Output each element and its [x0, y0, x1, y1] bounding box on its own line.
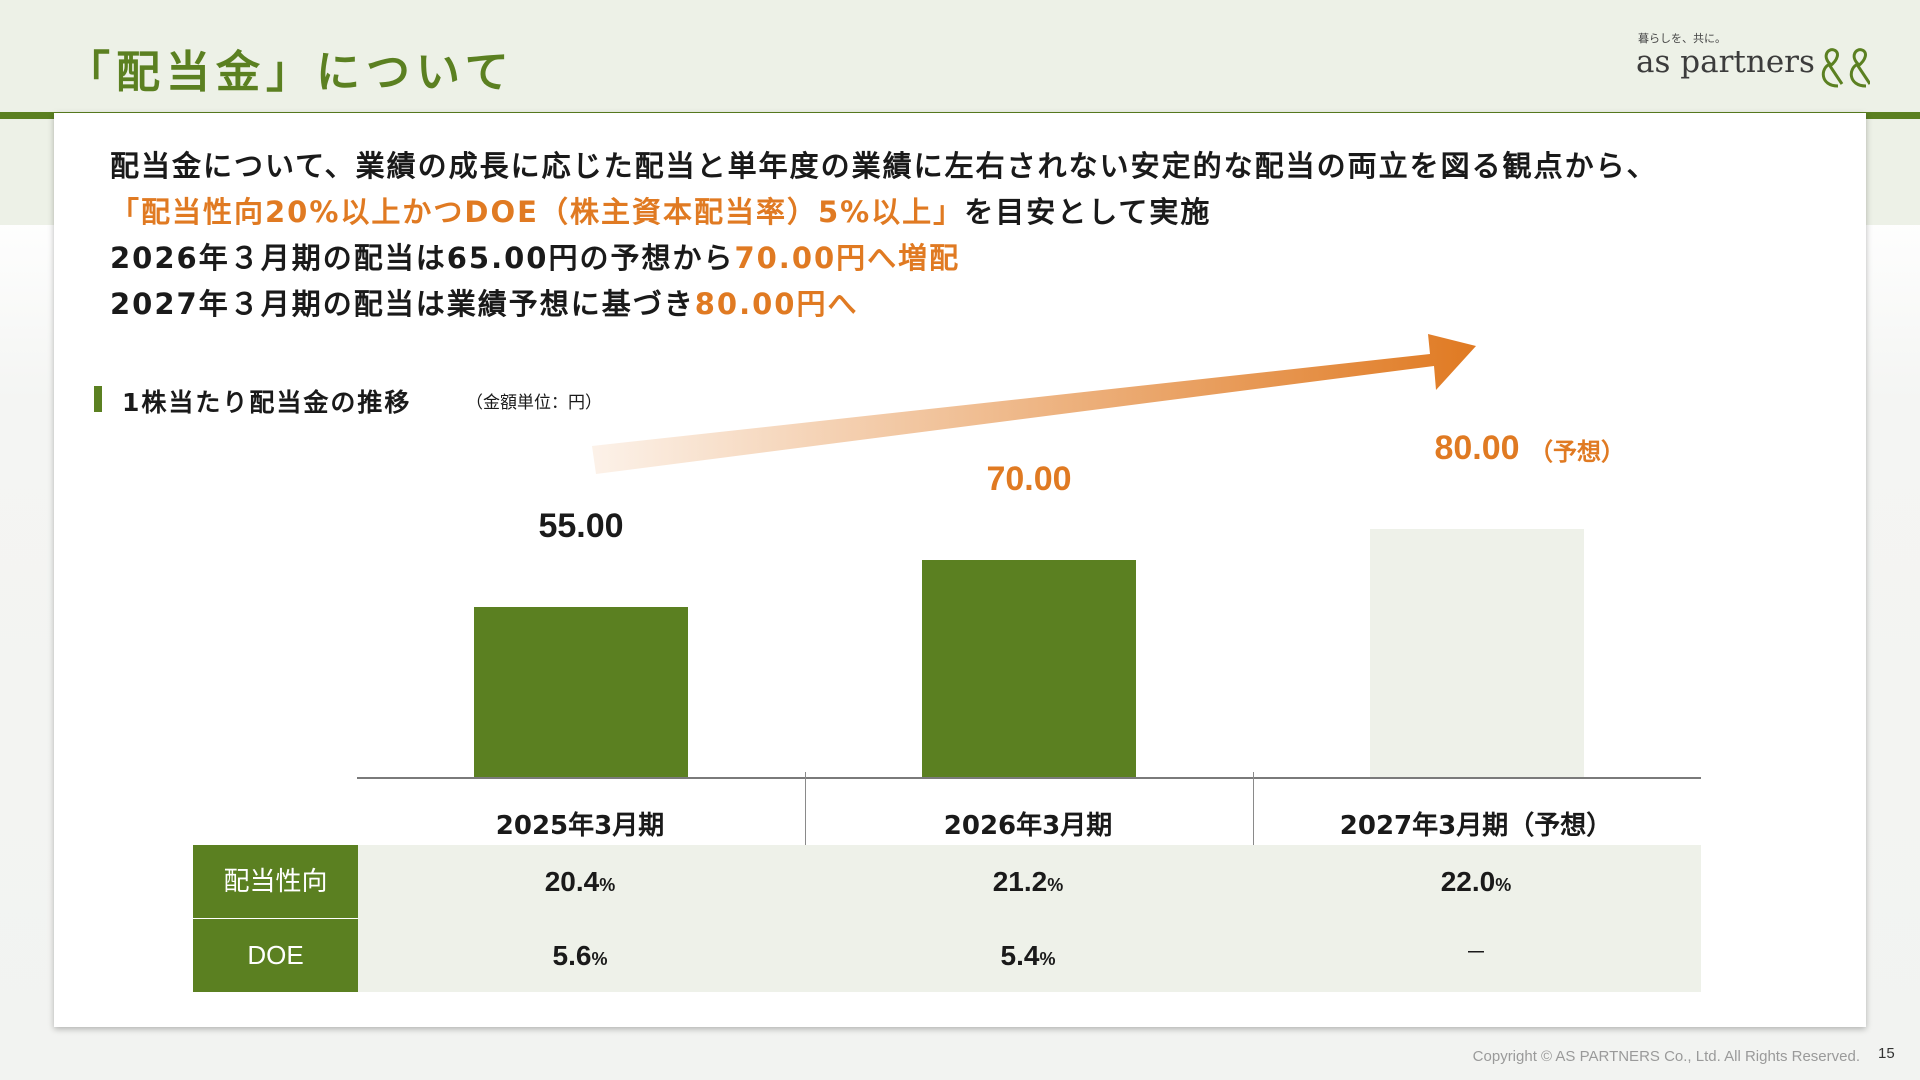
double-ampersand-logo-icon: [1821, 48, 1870, 88]
message-line-2: 「配当性向20%以上かつDOE（株主資本配当率）5%以上」を目安として実施: [110, 189, 1211, 231]
doe-fy2025: 5.6%: [552, 940, 608, 971]
growth-arrow-icon: [592, 334, 1476, 474]
doe-fy2027: －: [1464, 940, 1487, 965]
section-marker: [94, 386, 102, 412]
copyright-text: Copyright © AS PARTNERS Co., Ltd. All Ri…: [1472, 1048, 1860, 1065]
payout-ratio-fy2027: 22.0%: [1440, 866, 1512, 897]
message-line-4-prefix: 2027年３月期の配当は業績予想に基づき: [110, 287, 695, 321]
row-header-payout-ratio: 配当性向: [193, 845, 358, 918]
category-label-fy2027: 2027年3月期（予想）: [1339, 811, 1613, 841]
message-line-3: 2026年３月期の配当は65.00円の予想から70.00円へ増配: [110, 235, 960, 277]
bar-value-label: 80.00: [1434, 429, 1520, 467]
page-title: 「配当金」について: [66, 47, 515, 98]
dividend-bar: [474, 606, 688, 777]
category-label-fy2025: 2025年3月期: [495, 811, 665, 841]
message-line-3-prefix: 2026年３月期の配当は65.00円の予想から: [110, 241, 735, 275]
payout-ratio-fy2026: 21.2%: [992, 866, 1064, 897]
message-line-2-rest: を目安として実施: [964, 195, 1212, 229]
row-header-doe: DOE: [193, 919, 358, 992]
dividend-bar: [922, 560, 1136, 777]
category-label-fy2026: 2026年3月期: [943, 811, 1113, 841]
increase-highlight: 70.00円へ増配: [734, 241, 961, 275]
section-title: 1株当たり配当金の推移: [122, 388, 412, 417]
row-separator: [193, 918, 358, 919]
company-logo: 暮らしを、共に。 as partners: [1636, 30, 1872, 94]
bar-value-label: 70.00: [986, 460, 1072, 498]
dividend-bar: [1370, 529, 1584, 777]
doe-fy2026: 5.4%: [1000, 940, 1056, 971]
message-line-4: 2027年３月期の配当は業績予想に基づき80.00円へ: [110, 281, 858, 323]
logo-tagline: 暮らしを、共に。: [1638, 32, 1726, 45]
payout-ratio-fy2025: 20.4%: [544, 866, 616, 897]
message-line-1: 配当金について、業績の成長に応じた配当と単年度の業績に左右されない安定的な配当の…: [110, 149, 1658, 183]
dividend-policy-highlight: 「配当性向20%以上かつDOE（株主資本配当率）5%以上」: [110, 195, 965, 229]
page-number: 15: [1878, 1045, 1895, 1062]
forecast-highlight: 80.00円へ: [694, 287, 859, 321]
ratio-table: [357, 845, 1701, 992]
forecast-tag: （予想）: [1529, 438, 1625, 466]
logo-text: as partners: [1636, 44, 1815, 80]
bar-value-label: 55.00: [538, 506, 624, 545]
unit-note: （金額単位：円）: [466, 393, 602, 413]
chart-x-axis: [357, 777, 1701, 779]
